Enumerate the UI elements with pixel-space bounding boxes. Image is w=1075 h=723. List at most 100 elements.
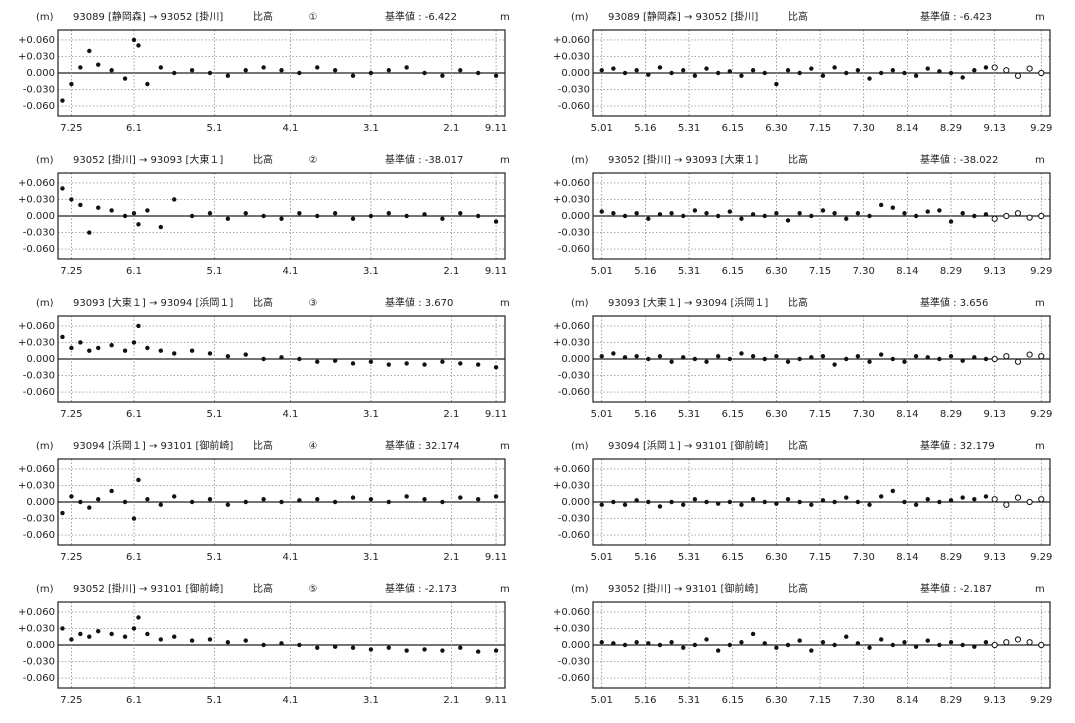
x-tick-label: 7.15 [809, 552, 831, 563]
data-point [136, 43, 141, 48]
data-point [60, 626, 65, 631]
data-point [78, 499, 83, 505]
plot-frame [57, 601, 506, 689]
data-point [122, 348, 128, 353]
data-point [692, 73, 698, 78]
data-point [855, 641, 861, 646]
data-point [739, 640, 744, 645]
data-point [350, 216, 356, 221]
data-point [622, 213, 628, 219]
route: 93094 [浜岡１] → 93101 [御前崎] [608, 439, 768, 452]
data-point [902, 499, 907, 505]
panel-number: ① [309, 12, 318, 23]
x-tick-label: 9.29 [1030, 695, 1052, 706]
data-point [368, 359, 374, 364]
data-point [279, 499, 284, 505]
data-point [867, 213, 872, 219]
x-tick-label: 7.30 [853, 409, 875, 420]
data-point [404, 648, 409, 653]
data-point [739, 351, 744, 356]
data-point [136, 222, 141, 227]
data-point [727, 209, 733, 214]
data-point [681, 68, 686, 73]
data-point [493, 494, 499, 499]
data-point [261, 356, 266, 362]
open-data-point [1038, 69, 1045, 77]
data-point [948, 70, 954, 76]
data-point [902, 359, 907, 364]
data-point [158, 65, 164, 70]
data-point [332, 358, 338, 363]
x-tick-label: 9.13 [984, 552, 1006, 563]
data-point [297, 211, 302, 216]
data-point [855, 68, 861, 73]
data-point [422, 70, 427, 76]
y-tick-label: -0.030 [558, 371, 590, 382]
data-point [622, 355, 628, 360]
data-point [189, 348, 195, 353]
route: 93052 [掛川] → 93101 [御前崎] [608, 582, 758, 595]
data-point [983, 494, 989, 499]
x-tick-label: 2.1 [443, 266, 459, 277]
unit-label: (m) [571, 298, 589, 309]
data-point [855, 211, 861, 216]
data-point [832, 362, 837, 367]
data-point [69, 345, 74, 351]
data-point [131, 626, 137, 631]
y-tick-label: +0.060 [553, 35, 590, 46]
data-point [96, 205, 101, 210]
y-tick-label: 0.000 [561, 68, 590, 79]
data-point [669, 211, 674, 216]
unit-label: (m) [571, 155, 589, 166]
data-point [902, 211, 907, 216]
data-point [87, 230, 92, 235]
data-point [925, 66, 930, 71]
data-point [774, 81, 779, 87]
open-data-point [1003, 501, 1010, 508]
data-point [225, 354, 231, 359]
data-point [440, 73, 445, 78]
data-point [704, 499, 709, 505]
data-point [225, 216, 231, 221]
x-tick-label: 6.1 [126, 123, 142, 134]
data-point [350, 361, 356, 366]
x-tick-label: 6.15 [722, 266, 744, 277]
plot-frame [57, 458, 506, 546]
data-point [458, 68, 463, 73]
data-point [715, 501, 721, 506]
data-point [493, 73, 499, 78]
y-tick-label: -0.060 [558, 101, 590, 112]
y-tick-label: -0.030 [23, 371, 55, 382]
open-data-point [1038, 496, 1045, 503]
data-point [243, 499, 248, 505]
data-point [890, 642, 896, 648]
data-point [611, 211, 616, 216]
data-point [983, 356, 989, 362]
data-point [878, 202, 884, 208]
x-tick-label: 9.13 [984, 266, 1006, 277]
quantity: 比高 [253, 439, 273, 452]
data-point [809, 213, 814, 219]
data-point [634, 211, 639, 216]
data-point [913, 502, 919, 507]
x-tick-label: 5.1 [206, 695, 222, 706]
data-point [172, 634, 177, 639]
data-point [960, 358, 965, 363]
data-point [458, 211, 463, 216]
data-point [692, 642, 698, 648]
data-point [809, 502, 814, 507]
data-point [646, 499, 651, 505]
x-tick-label: 4.1 [282, 266, 298, 277]
data-point [622, 70, 628, 76]
data-point [855, 499, 861, 505]
plot-frame [57, 315, 506, 403]
data-point [136, 477, 141, 483]
x-tick-label: 2.1 [443, 695, 459, 706]
open-data-point [1003, 67, 1010, 74]
y-tick-label: +0.060 [553, 321, 590, 332]
data-point [867, 502, 872, 507]
plot-frame [57, 172, 506, 260]
data-point [692, 356, 698, 362]
data-point [368, 70, 374, 76]
